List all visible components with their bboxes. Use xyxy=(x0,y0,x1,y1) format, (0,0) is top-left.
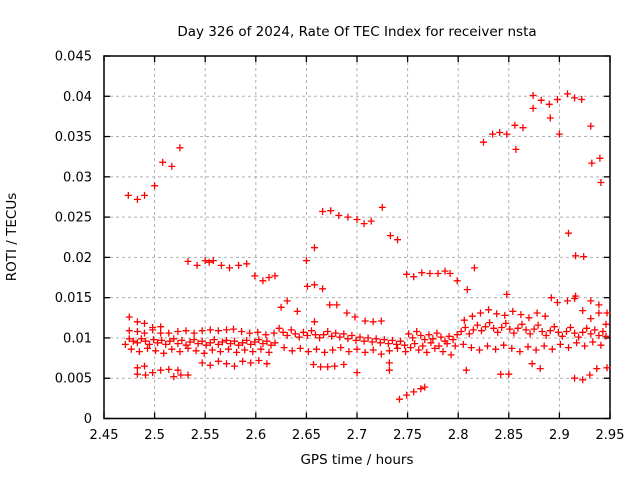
y-tick-label: 0.045 xyxy=(55,50,92,65)
x-axis-label: GPS time / hours xyxy=(300,452,413,468)
x-tick-labels: 2.45 2.5 2.55 2.6 2.65 2.7 2.75 2.8 2.85 2.9 2.95 xyxy=(90,428,625,443)
y-tick-label: 0.035 xyxy=(55,130,92,145)
x-tick-label: 2.5 xyxy=(144,428,165,443)
y-tick-label: 0.02 xyxy=(63,251,92,266)
y-tick-label: 0.025 xyxy=(55,211,92,226)
x-tick-label: 2.95 xyxy=(596,428,625,443)
y-tick-label: 0 xyxy=(84,412,92,427)
data-point-markers xyxy=(121,90,611,403)
x-tick-label: 2.45 xyxy=(90,428,119,443)
x-tick-label: 2.65 xyxy=(292,428,321,443)
y-tick-labels: 0 0.005 0.01 0.015 0.02 0.025 0.03 0.035 0.04 0.0… xyxy=(55,50,92,428)
x-tick-label: 2.7 xyxy=(347,428,368,443)
x-tick-label: 2.75 xyxy=(393,428,422,443)
x-tick-label: 2.8 xyxy=(448,428,469,443)
plot-border xyxy=(103,55,611,420)
y-tick-label: 0.04 xyxy=(63,90,92,105)
x-tick-label: 2.55 xyxy=(191,428,220,443)
y-tick-label: 0.005 xyxy=(55,372,92,387)
x-tick-label: 2.85 xyxy=(494,428,523,443)
y-tick-label: 0.015 xyxy=(55,291,92,306)
x-tick-label: 2.9 xyxy=(549,428,570,443)
x-tick-label: 2.6 xyxy=(245,428,266,443)
y-axis-label: ROTI / TECUs xyxy=(4,193,20,281)
y-tick-label: 0.03 xyxy=(63,170,92,185)
y-tick-label: 0.01 xyxy=(63,331,92,346)
chart-title: Day 326 of 2024, Rate Of TEC Index for r… xyxy=(177,24,536,40)
